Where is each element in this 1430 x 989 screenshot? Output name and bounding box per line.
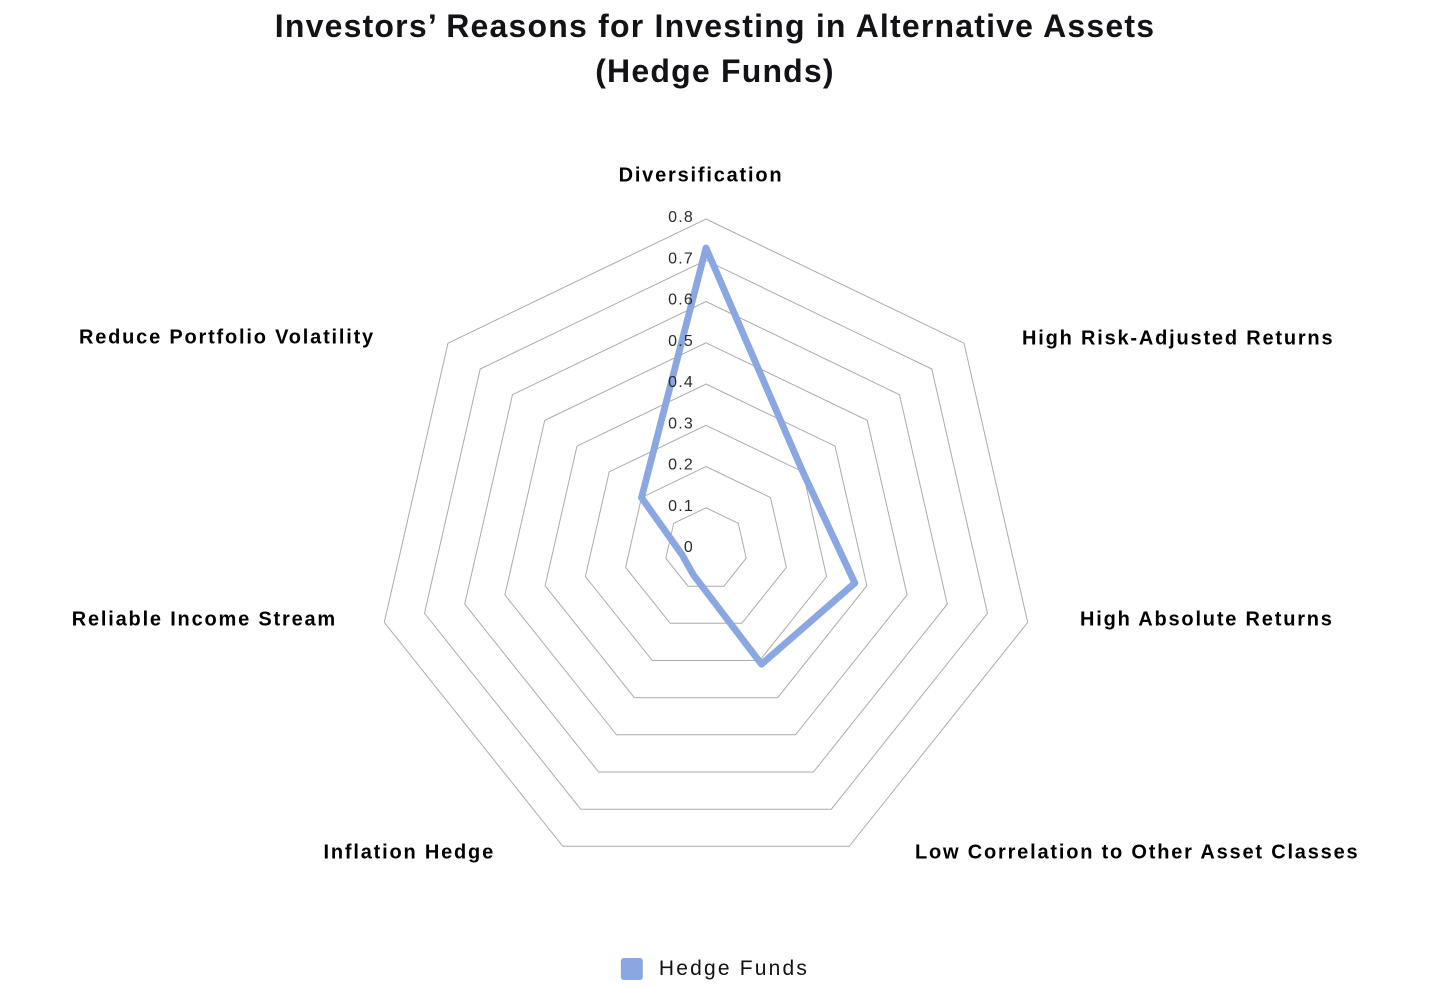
grid-ring [584, 424, 828, 661]
axis-label-diversification: Diversification [618, 164, 784, 187]
axis-label-reduce-portfolio-volatility: Reduce Portfolio Volatility [78, 326, 375, 349]
chart-title: Investors’ Reasons for Investing in Alte… [0, 4, 1430, 94]
radial-tick-label: 0.8 [668, 209, 694, 226]
grid-ring [625, 465, 787, 624]
radial-tick-label: 0.7 [668, 250, 694, 267]
radial-tick-label: 0.5 [668, 333, 694, 350]
hedge-funds-swatch-icon [620, 958, 643, 980]
radial-tick-label: 0.4 [668, 374, 694, 391]
chart-title-line1: Investors’ Reasons for Investing in Alte… [274, 8, 1156, 44]
chart-title-line2: (Hedge Funds) [595, 53, 835, 89]
legend-item-label: Hedge Funds [658, 957, 810, 980]
axis-label-low-correlation: Low Correlation to Other Asset Classes [915, 841, 1360, 864]
grid-ring [544, 383, 868, 699]
grid-ring [423, 259, 989, 810]
radial-tick-label: 0.1 [668, 498, 694, 515]
legend: Hedge Funds [620, 957, 810, 981]
axis-label-reliable-income-stream: Reliable Income Stream [71, 608, 337, 631]
axis-label-high-risk-adjusted-returns: High Risk-Adjusted Returns [1022, 327, 1335, 350]
grid-ring [464, 300, 948, 773]
radial-tick-label: 0.2 [668, 457, 694, 474]
legend-item-hedge-funds[interactable]: Hedge Funds [620, 957, 810, 981]
radial-tick-label: 0 [684, 539, 694, 556]
axis-label-inflation-hedge: Inflation Hedge [323, 841, 495, 864]
radial-tick-label: 0.3 [668, 415, 694, 432]
axis-label-high-absolute-returns: High Absolute Returns [1080, 608, 1334, 631]
radial-tick-label: 0.6 [668, 292, 694, 309]
series-line-hedge-funds [638, 244, 859, 668]
grid-ring [504, 342, 908, 736]
grid-ring [383, 218, 1029, 847]
